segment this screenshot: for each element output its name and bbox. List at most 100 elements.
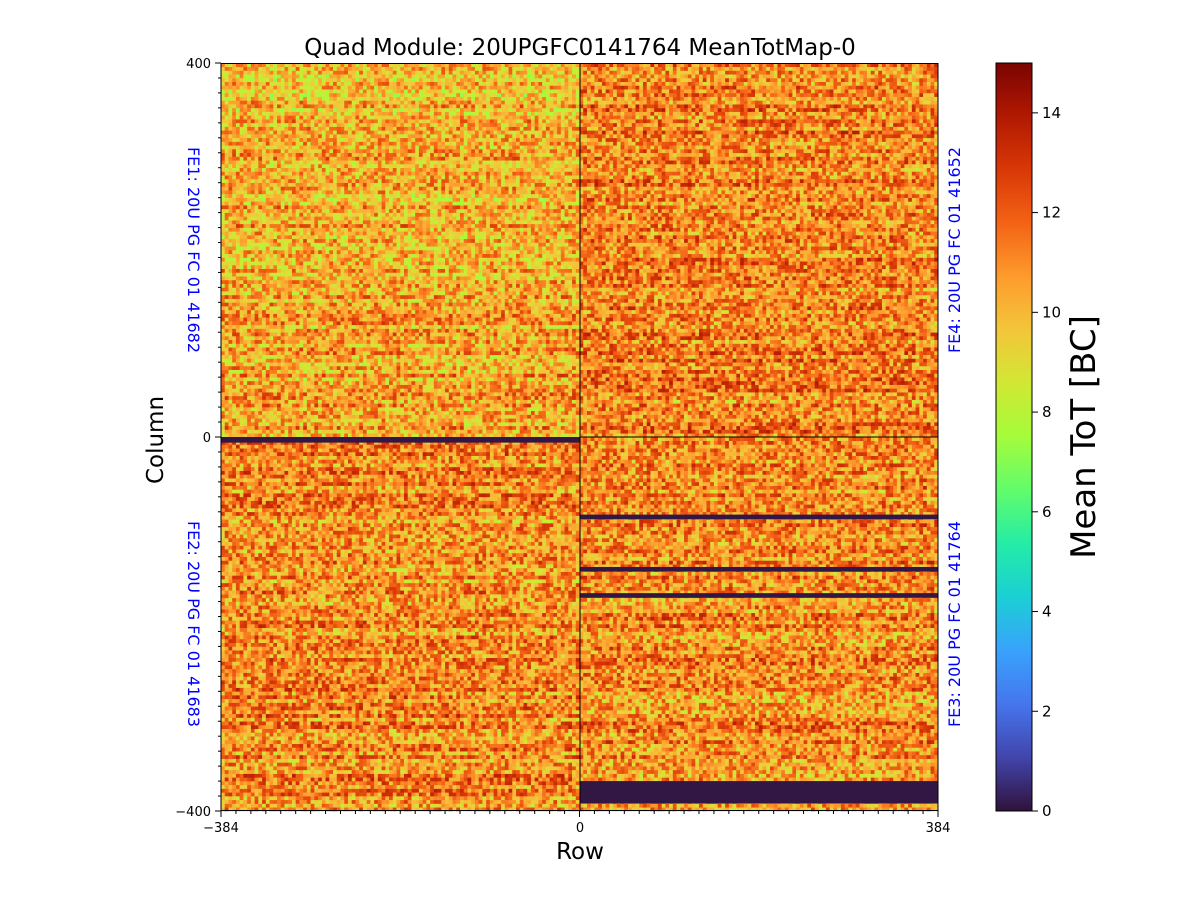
heatmap-cell [478, 242, 483, 247]
heatmap-cell [519, 298, 524, 303]
heatmap-cell [560, 388, 565, 393]
heatmap-cell [418, 324, 423, 329]
heatmap-cell [247, 302, 252, 307]
heatmap-cell [557, 257, 562, 262]
heatmap-cell [437, 250, 442, 255]
heatmap-cell [456, 279, 461, 284]
heatmap-cell [277, 313, 282, 318]
heatmap-cell [329, 433, 334, 438]
heatmap-cell [530, 321, 535, 326]
heatmap-cell [448, 272, 453, 277]
heatmap-cell [575, 309, 580, 314]
heatmap-cell [232, 283, 237, 288]
heatmap-cell [460, 283, 465, 288]
heatmap-cell [258, 343, 263, 348]
heatmap-cell [280, 313, 285, 318]
heatmap-cell [318, 264, 323, 269]
heatmap-cell [321, 242, 326, 247]
heatmap-cell [235, 324, 240, 329]
heatmap-cell [564, 343, 569, 348]
heatmap-cell [295, 261, 300, 266]
heatmap-cell [366, 380, 371, 385]
heatmap-cell [430, 422, 435, 427]
heatmap-cell [478, 283, 483, 288]
heatmap-cell [385, 328, 390, 333]
heatmap-cell [362, 283, 367, 288]
heatmap-cell [277, 302, 282, 307]
heatmap-cell [221, 291, 226, 296]
heatmap-cell [243, 321, 248, 326]
heatmap-cell [269, 279, 274, 284]
heatmap-cell [452, 294, 457, 299]
heatmap-cell [247, 298, 252, 303]
heatmap-cell [542, 362, 547, 367]
heatmap-cell [534, 380, 539, 385]
heatmap-cell [325, 395, 330, 400]
heatmap-cell [232, 392, 237, 397]
heatmap-cell [355, 395, 360, 400]
heatmap-cell [493, 253, 498, 258]
heatmap-cell [321, 339, 326, 344]
heatmap-cell [258, 250, 263, 255]
heatmap-cell [549, 306, 554, 311]
heatmap-cell [572, 358, 577, 363]
heatmap-cell [422, 425, 427, 430]
heatmap-cell [467, 279, 472, 284]
heatmap-cell [247, 246, 252, 251]
heatmap-cell [527, 392, 532, 397]
heatmap-cell [232, 414, 237, 419]
heatmap-cell [568, 369, 573, 374]
heatmap-cell [269, 339, 274, 344]
heatmap-cell [426, 328, 431, 333]
heatmap-cell [306, 433, 311, 438]
heatmap-cell [403, 291, 409, 296]
heatmap-cell [538, 414, 543, 419]
heatmap-cell [512, 306, 517, 311]
heatmap-cell [370, 253, 375, 258]
heatmap-cell [295, 313, 300, 318]
heatmap-cell [247, 343, 252, 348]
heatmap-cell [523, 291, 528, 296]
heatmap-cell [527, 343, 532, 348]
heatmap-cell [351, 279, 356, 284]
heatmap-cell [448, 321, 453, 326]
heatmap-cell [239, 407, 244, 412]
heatmap-cell [486, 313, 491, 318]
heatmap-cell [467, 354, 472, 359]
heatmap-cell [392, 425, 397, 430]
heatmap-cell [254, 358, 259, 363]
heatmap-cell [538, 276, 543, 281]
heatmap-cell [572, 392, 577, 397]
heatmap-cell [512, 336, 517, 341]
heatmap-cell [355, 309, 360, 314]
heatmap-cell [347, 384, 352, 389]
heatmap-cell [374, 324, 379, 329]
heatmap-cell [560, 328, 565, 333]
heatmap-cell [403, 246, 409, 251]
heatmap-cell [489, 380, 494, 385]
heatmap-cell [258, 433, 263, 438]
heatmap-cell [333, 261, 338, 266]
heatmap-cell [359, 350, 364, 356]
heatmap-cell [527, 373, 532, 378]
heatmap-cell [437, 324, 442, 329]
heatmap-cell [486, 332, 491, 337]
heatmap-cell [407, 422, 412, 427]
heatmap-cell [392, 261, 397, 266]
heatmap-cell [430, 343, 435, 348]
heatmap-cell [325, 418, 330, 423]
heatmap-cell [243, 350, 248, 356]
heatmap-cell [530, 418, 535, 423]
heatmap-cell [486, 336, 491, 341]
heatmap-cell [508, 377, 513, 382]
heatmap-cell [277, 328, 282, 333]
heatmap-cell [448, 343, 453, 348]
heatmap-cell [474, 336, 479, 341]
heatmap-cell [530, 410, 535, 415]
heatmap-cell [418, 433, 423, 438]
heatmap-cell [362, 414, 367, 419]
heatmap-cell [564, 268, 569, 273]
heatmap-cell [299, 407, 304, 412]
heatmap-cell [385, 380, 390, 385]
heatmap-cell [340, 358, 345, 363]
